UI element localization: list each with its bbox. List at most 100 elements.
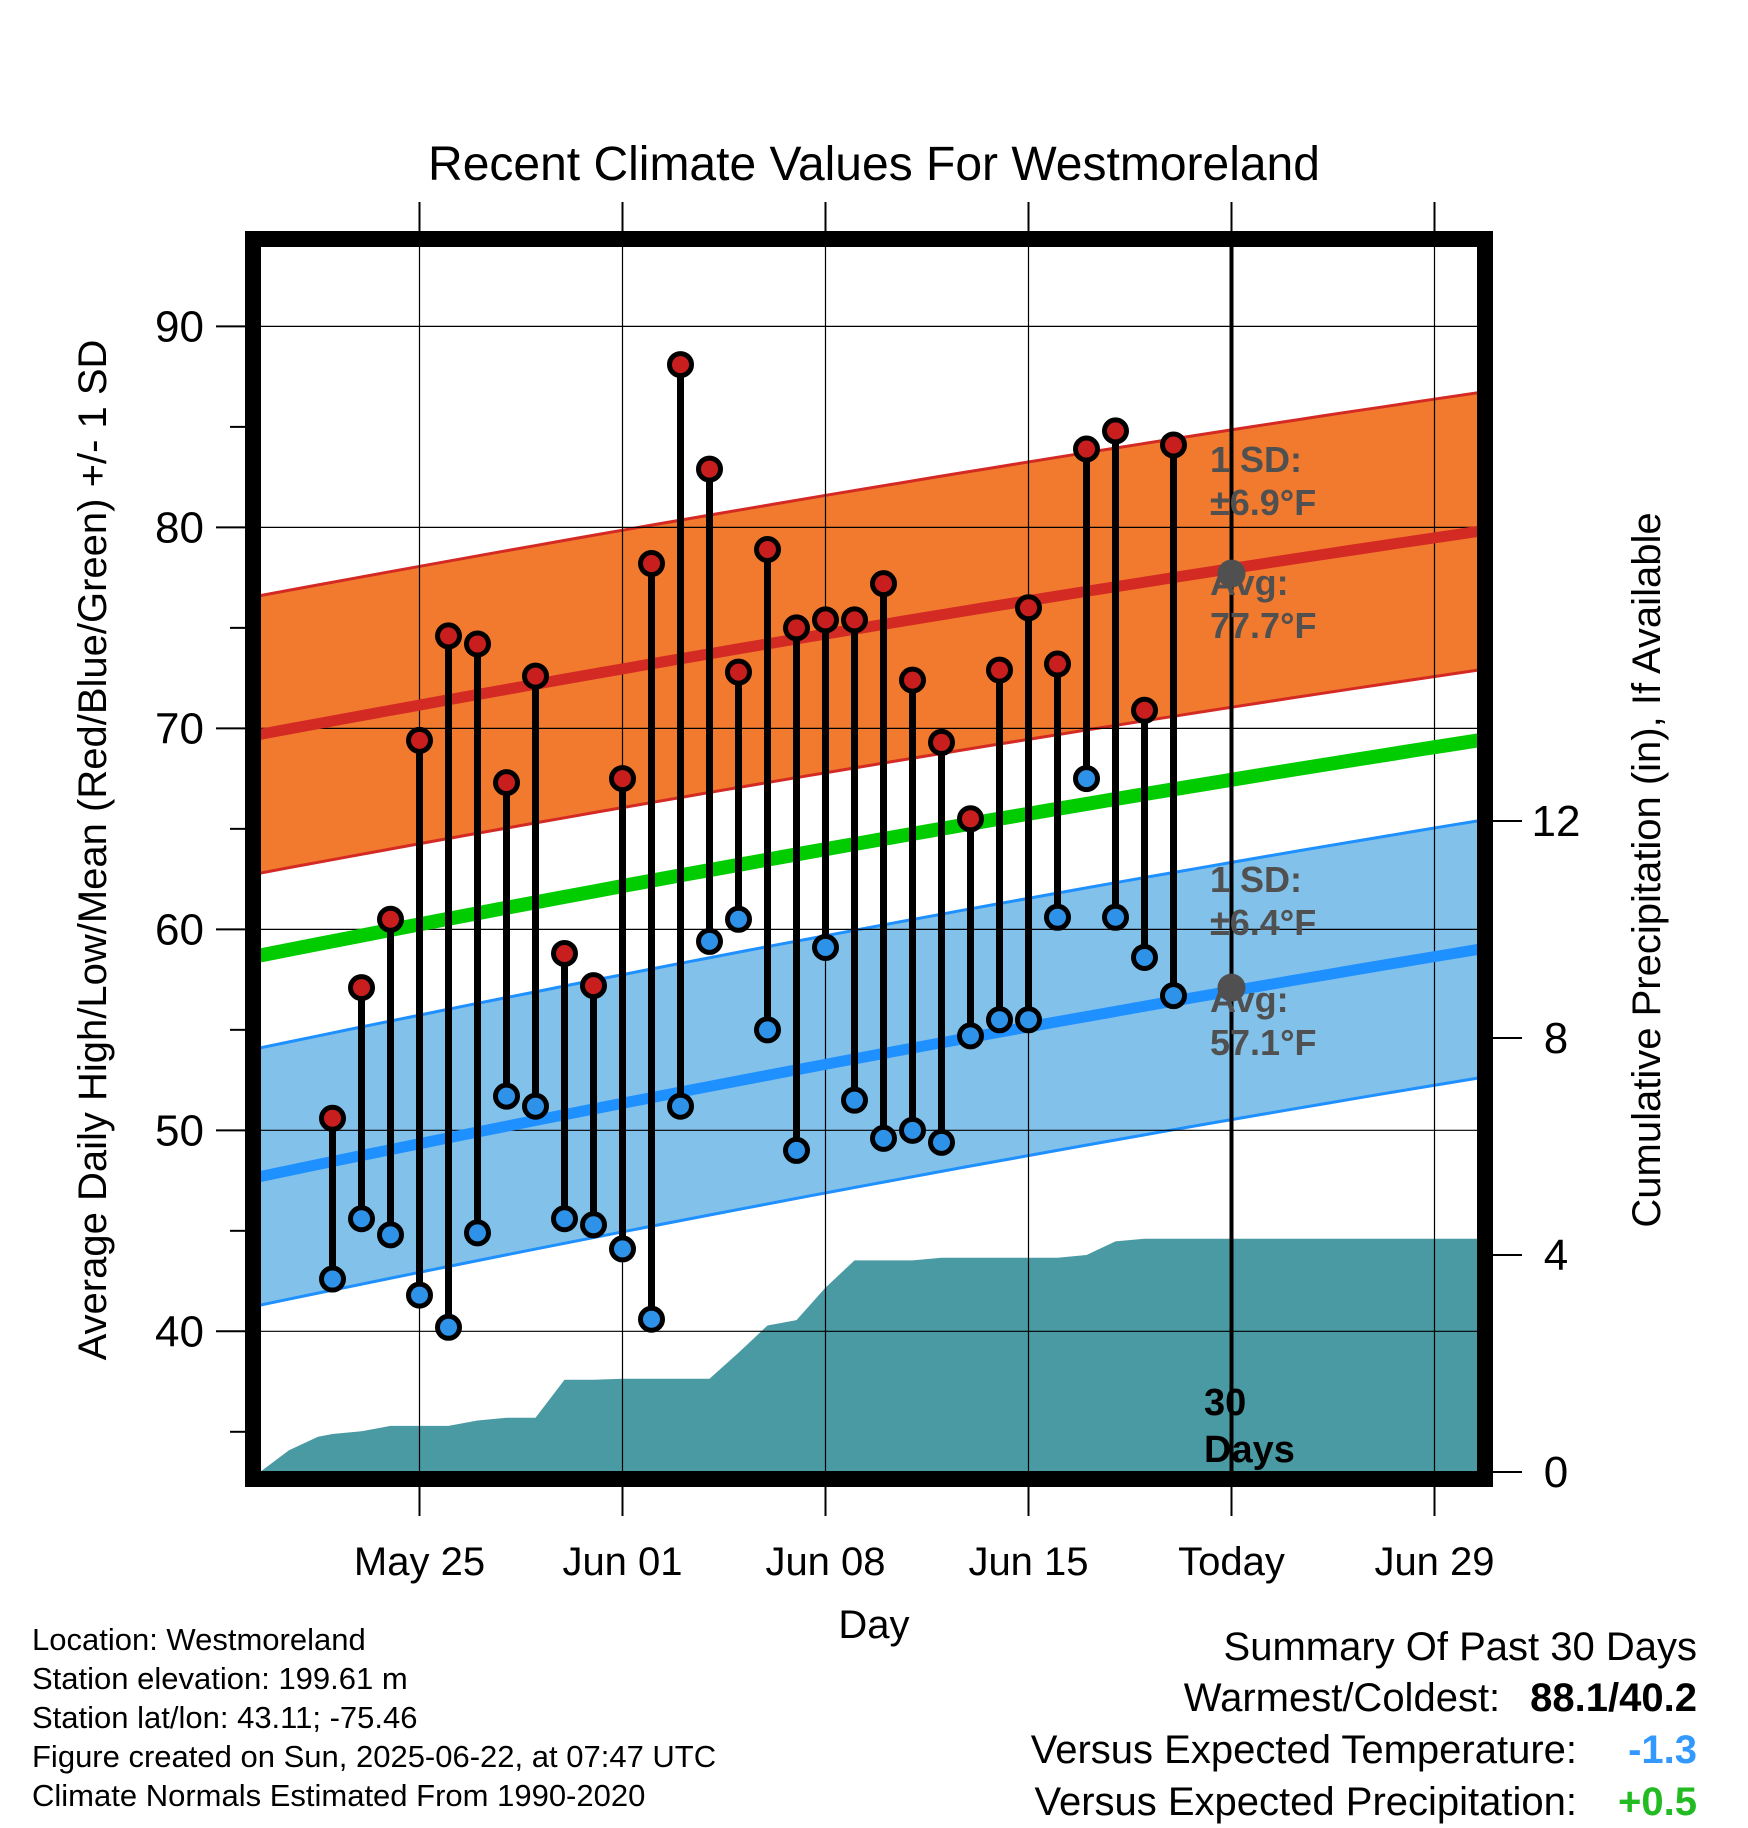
daily-low-marker <box>1131 943 1158 971</box>
summary-warm-cold: Warmest/Coldest: 88.1/40.2 <box>1031 1672 1697 1724</box>
warm-cold-label: Warmest/Coldest: <box>1183 1676 1501 1720</box>
warm-cold-value: 88.1/40.2 <box>1530 1676 1697 1720</box>
plot-frame <box>245 231 1493 1487</box>
x-tick-label: Jun 08 <box>765 1540 885 1584</box>
summary-precip-departure: Versus Expected Precipitation: +0.5 <box>1031 1776 1697 1828</box>
daily-high-marker <box>928 728 955 756</box>
daily-low-marker <box>1044 903 1071 931</box>
axis-ticks: 40 50 60 70 80 90 0 4 8 12 May 25 Jun 01 Jun 08 Jun 1… <box>155 202 1580 1584</box>
x-tick-label: Today <box>1178 1540 1285 1584</box>
daily-low-marker <box>928 1128 955 1156</box>
low-normal-line <box>260 943 1478 1182</box>
daily-high-marker <box>1102 417 1129 445</box>
daily-high-marker <box>1160 431 1187 459</box>
y-tick-label: 70 <box>155 704 204 753</box>
daily-low-marker <box>783 1136 810 1164</box>
plot-content <box>260 246 1478 1472</box>
precip-departure-label: Versus Expected Precipitation: <box>1034 1780 1577 1824</box>
daily-high-marker <box>435 622 462 650</box>
daily-high-marker <box>957 805 984 833</box>
daily-low-marker <box>580 1211 607 1239</box>
daily-low-marker <box>1102 903 1129 931</box>
x-axis-label: Day <box>838 1603 909 1647</box>
daily-high-marker <box>493 769 520 797</box>
low-avg-value: 57.1°F <box>1210 1022 1316 1063</box>
high-band-upper-edge <box>260 391 1478 598</box>
daily-low-marker <box>696 927 723 955</box>
high-avg-value: 77.7°F <box>1210 605 1316 646</box>
daily-low-marker <box>986 1006 1013 1034</box>
daily-high-marker <box>551 939 578 967</box>
y2-tick-label: 8 <box>1544 1014 1568 1063</box>
x-tick-label: Jun 01 <box>562 1540 682 1584</box>
low-band-upper-edge <box>260 819 1478 1050</box>
period-label-number: 30 <box>1204 1382 1246 1424</box>
daily-low-marker <box>464 1219 491 1247</box>
y-axis-label-right: Cumulative Precipitation (in), If Availa… <box>1625 512 1669 1227</box>
daily-high-marker <box>348 974 375 1002</box>
temp-departure-value: -1.3 <box>1628 1728 1697 1772</box>
daily-high-marker <box>899 666 926 694</box>
daily-high-marker <box>870 570 897 598</box>
daily-high-marker <box>609 765 636 793</box>
high-normal-annotation: 1 SD: ±6.9°F Avg: 77.7°F <box>1210 439 1316 646</box>
daily-low-marker <box>348 1205 375 1233</box>
low-sd-label: 1 SD: <box>1210 859 1302 900</box>
daily-low-marker <box>957 1022 984 1050</box>
precip-departure-value: +0.5 <box>1618 1780 1697 1824</box>
high-avg-label: Avg: <box>1210 562 1289 603</box>
info-location: Location: Westmoreland <box>32 1622 366 1657</box>
daily-low-marker <box>1015 1006 1042 1034</box>
chart-title: Recent Climate Values For Westmoreland <box>428 138 1320 191</box>
x-tick-label: Jun 29 <box>1374 1540 1494 1584</box>
daily-high-marker <box>406 726 433 754</box>
y2-tick-label: 0 <box>1544 1448 1568 1497</box>
y-tick-label: 50 <box>155 1106 204 1155</box>
temp-departure-label: Versus Expected Temperature: <box>1030 1728 1577 1772</box>
daily-high-marker <box>522 662 549 690</box>
cumulative-precip-area <box>260 1238 1478 1472</box>
daily-high-marker <box>1073 435 1100 463</box>
low-avg-label: Avg: <box>1210 979 1289 1020</box>
daily-low-marker <box>899 1116 926 1144</box>
y-axis-label-left: Average Daily High/Low/Mean (Red/Blue/Gr… <box>71 340 115 1361</box>
daily-high-marker <box>696 455 723 483</box>
daily-low-marker <box>435 1313 462 1341</box>
daily-low-marker <box>1160 982 1187 1010</box>
info-normals: Climate Normals Estimated From 1990-2020 <box>32 1778 646 1813</box>
high-band-lower-edge <box>260 668 1478 875</box>
low-band-lower-edge <box>260 1076 1478 1307</box>
daily-high-marker <box>1015 594 1042 622</box>
daily-low-marker <box>638 1305 665 1333</box>
daily-low-marker <box>754 1016 781 1044</box>
y-tick-label: 60 <box>155 905 204 954</box>
daily-high-marker <box>754 535 781 563</box>
daily-high-marker <box>812 606 839 634</box>
daily-low-marker <box>725 905 752 933</box>
daily-high-marker <box>841 606 868 634</box>
daily-high-marker <box>464 630 491 658</box>
info-created: Figure created on Sun, 2025-06-22, at 07… <box>32 1739 717 1774</box>
daily-high-marker <box>667 351 694 379</box>
daily-low-marker <box>551 1205 578 1233</box>
daily-low-marker <box>377 1221 404 1249</box>
info-elevation: Station elevation: 199.61 m <box>32 1661 408 1696</box>
daily-high-marker <box>580 972 607 1000</box>
x-tick-label: Jun 15 <box>968 1540 1088 1584</box>
daily-low-marker <box>493 1082 520 1110</box>
y2-tick-label: 4 <box>1544 1231 1568 1280</box>
x-tick-label: May 25 <box>354 1540 485 1584</box>
daily-low-marker <box>1073 765 1100 793</box>
summary-temp-departure: Versus Expected Temperature: -1.3 <box>1031 1724 1697 1776</box>
daily-high-marker <box>638 550 665 578</box>
daily-low-marker <box>667 1092 694 1120</box>
daily-low-marker <box>812 933 839 961</box>
daily-high-marker <box>783 614 810 642</box>
low-normal-annotation: 1 SD: ±6.4°F Avg: 57.1°F <box>1210 859 1316 1063</box>
daily-low-marker <box>319 1265 346 1293</box>
daily-high-marker <box>377 905 404 933</box>
summary-heading: Summary Of Past 30 Days <box>1223 1625 1697 1669</box>
mean-normal-line <box>260 733 1478 963</box>
high-sd-label: 1 SD: <box>1210 439 1302 480</box>
